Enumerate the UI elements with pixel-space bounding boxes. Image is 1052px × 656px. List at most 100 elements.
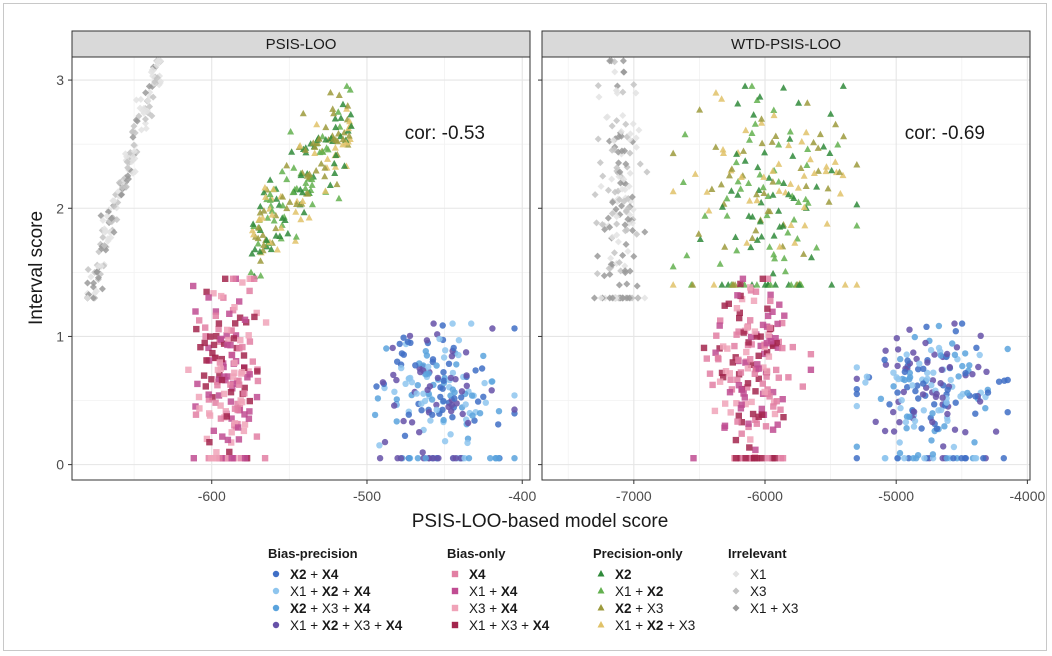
- data-point: [741, 394, 748, 401]
- data-point: [777, 455, 785, 462]
- data-points: [590, 57, 1011, 462]
- data-point: [669, 187, 677, 195]
- data-point: [84, 265, 92, 273]
- data-point: [197, 344, 204, 351]
- data-point: [439, 322, 446, 329]
- data-point: [612, 205, 620, 213]
- data-point: [901, 368, 908, 376]
- data-point: [734, 418, 741, 425]
- data-point: [814, 144, 822, 151]
- data-point: [374, 395, 382, 402]
- data-point: [246, 371, 253, 378]
- data-point: [689, 281, 697, 288]
- data-point: [206, 412, 214, 419]
- data-point: [722, 400, 729, 407]
- data-point: [939, 394, 946, 401]
- data-point: [914, 382, 921, 389]
- data-point: [203, 288, 210, 296]
- data-point: [747, 356, 754, 363]
- data-point: [406, 332, 414, 340]
- data-point: [769, 455, 776, 462]
- data-point: [732, 436, 740, 444]
- data-point: [140, 105, 148, 113]
- data-point: [741, 82, 749, 89]
- data-point: [779, 319, 786, 327]
- data-point: [615, 159, 623, 167]
- data-point: [87, 273, 95, 281]
- data-point: [910, 423, 918, 430]
- data-point: [297, 171, 305, 179]
- data-point: [308, 200, 316, 208]
- data-point: [712, 349, 719, 356]
- data-point: [148, 112, 156, 120]
- data-point: [414, 455, 422, 462]
- data-point: [251, 275, 258, 282]
- data-point: [810, 138, 818, 146]
- data-point: [222, 377, 229, 384]
- data-point: [943, 350, 951, 358]
- legend-label-part: X2: [322, 584, 339, 599]
- legend-label-part: X2: [322, 618, 339, 633]
- data-point: [266, 190, 274, 198]
- data-point: [248, 250, 256, 257]
- data-point: [462, 349, 470, 356]
- data-point: [896, 439, 903, 446]
- data-point: [218, 376, 226, 384]
- data-point: [270, 216, 278, 224]
- legend-key: [451, 604, 459, 612]
- data-point: [743, 348, 750, 356]
- data-point: [440, 354, 448, 361]
- data-point: [739, 275, 747, 282]
- data-point: [628, 193, 636, 201]
- data-point: [853, 281, 861, 288]
- data-point: [297, 215, 305, 223]
- data-point: [716, 322, 723, 329]
- data-point: [229, 385, 236, 392]
- data-point: [608, 294, 616, 302]
- data-point: [760, 189, 768, 197]
- data-point: [904, 357, 911, 364]
- data-point: [292, 208, 300, 215]
- data-point: [324, 155, 332, 162]
- data-point: [433, 406, 440, 413]
- data-point: [616, 168, 624, 176]
- data-point: [617, 127, 625, 135]
- data-point: [261, 183, 269, 191]
- data-point: [906, 413, 913, 420]
- data-point: [630, 81, 638, 89]
- data-point: [153, 61, 161, 69]
- data-point: [803, 99, 811, 106]
- data-point: [760, 173, 768, 180]
- data-point: [288, 148, 296, 155]
- data-point: [236, 298, 243, 305]
- data-point: [230, 373, 237, 380]
- data-point: [606, 270, 614, 278]
- legend-label: X1 + X4: [469, 584, 518, 599]
- data-point: [780, 254, 788, 262]
- data-point: [779, 344, 786, 352]
- data-point: [620, 175, 628, 183]
- data-point: [737, 369, 745, 376]
- data-point: [339, 135, 347, 143]
- data-point: [476, 410, 484, 417]
- data-point: [192, 411, 200, 418]
- data-point: [342, 138, 350, 146]
- data-point: [131, 154, 139, 162]
- data-point: [398, 364, 405, 372]
- data-point: [779, 222, 787, 229]
- data-point: [758, 405, 765, 413]
- data-point: [311, 143, 319, 150]
- data-point: [756, 171, 764, 178]
- data-point: [957, 393, 964, 400]
- data-point: [737, 280, 744, 288]
- data-point: [918, 425, 925, 432]
- data-point: [755, 365, 762, 372]
- data-point: [708, 185, 716, 193]
- data-point: [203, 357, 210, 364]
- data-point: [923, 323, 930, 330]
- data-point: [296, 142, 304, 149]
- data-point: [129, 133, 137, 141]
- data-point: [330, 135, 338, 142]
- data-point: [935, 322, 943, 330]
